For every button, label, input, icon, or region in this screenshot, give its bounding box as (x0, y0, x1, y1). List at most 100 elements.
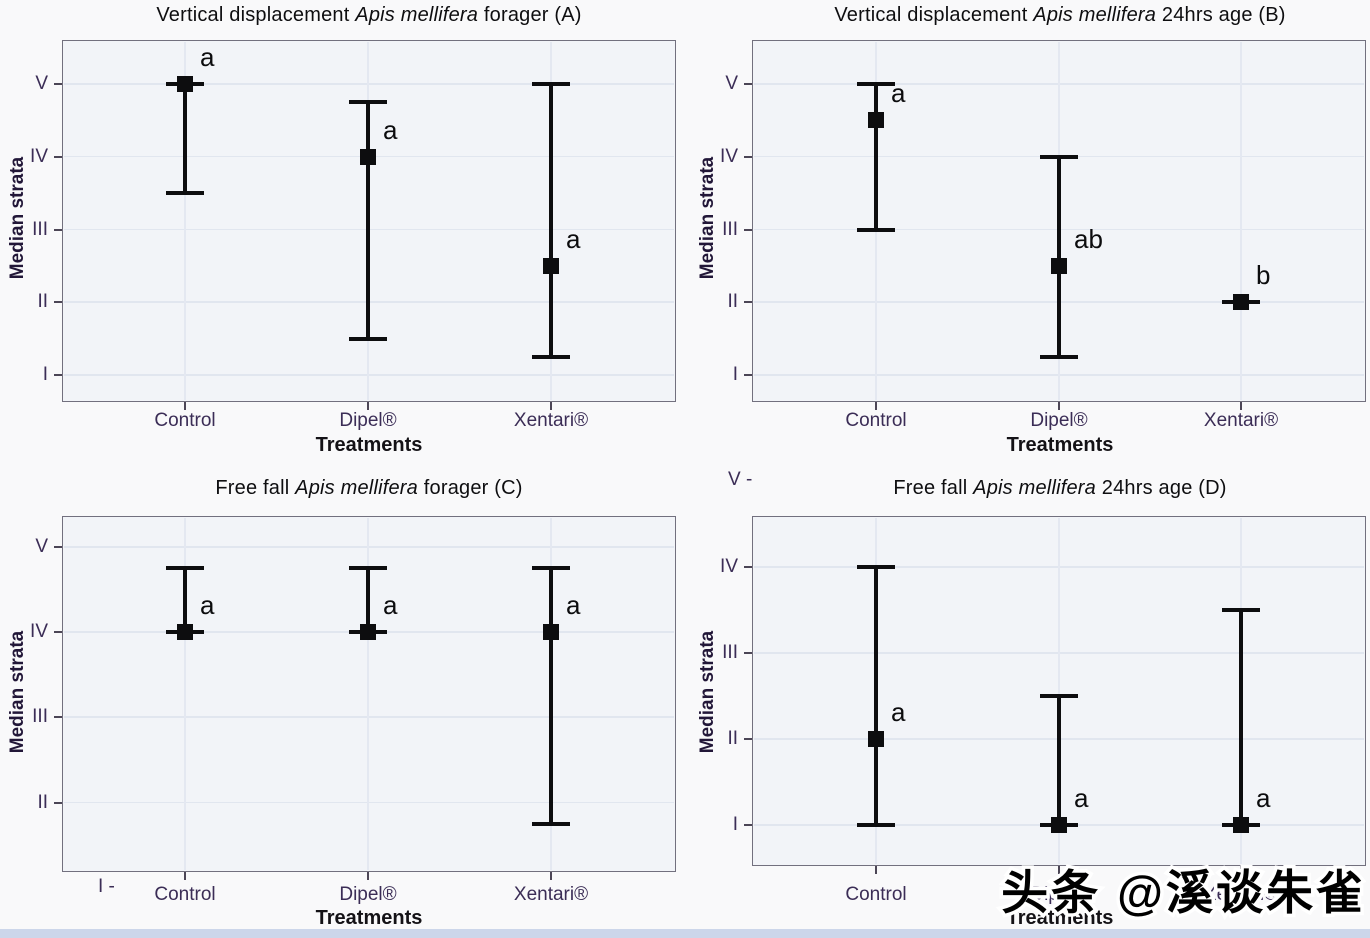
x-tick-mark (1058, 402, 1060, 410)
panel-c-title: Free fall Apis mellifera forager (C) (29, 477, 709, 500)
panel-d-whisker-cap-high (1222, 608, 1260, 612)
panel-c-whisker-cap-high (532, 566, 570, 571)
panel-c-median-point (177, 624, 193, 641)
y-tick-label: V (35, 536, 48, 557)
panel-b-error-bar (1057, 156, 1061, 357)
panel-c-title-post: forager (C) (418, 477, 523, 499)
panel-d-median-point (1233, 817, 1249, 833)
panel-d-sig-letter: a (891, 697, 906, 727)
panel-a-whisker-cap-high (532, 82, 570, 86)
panel-c-y-axis-title: Median strata (7, 630, 28, 754)
y-tick-mark (744, 301, 752, 304)
panel-b-title: Vertical displacement Apis mellifera 24h… (720, 4, 1370, 27)
y-tick-mark (54, 301, 62, 304)
x-tick-label: Xentari® (1203, 410, 1279, 431)
panel-c-whisker-cap-high (349, 566, 387, 571)
panel-d-sig-letter: a (1256, 783, 1271, 813)
x-tick-mark (184, 872, 186, 880)
y-tick-label: III (722, 218, 738, 240)
y-tick-label: III (32, 706, 48, 728)
y-tick-mark (54, 155, 62, 158)
y-tick-mark (54, 546, 62, 548)
gridline-horizontal (64, 716, 674, 718)
panel-c-x-axis-title: Treatments (315, 907, 423, 929)
panel-a-sig-letter: a (200, 42, 215, 72)
panel-d-y-axis-title: Median strata (697, 630, 718, 754)
panel-d-x-axis-title: Treatments (1006, 907, 1114, 929)
y-tick-mark (54, 83, 62, 85)
panel-c-sig-letter: a (383, 590, 398, 621)
panel-a-title-pre: Vertical displacement (156, 4, 356, 26)
panel-a-whisker-cap-low (532, 354, 570, 359)
gridline-vertical (184, 518, 186, 870)
x-tick-mark (184, 402, 186, 410)
gridline-vertical (1240, 42, 1242, 400)
y-tick-mark (54, 801, 62, 804)
panel-b-error-bar (874, 84, 878, 230)
y-tick-label: V (35, 73, 48, 94)
x-tick-label: Xentari® (1203, 884, 1279, 905)
panel-a-title-post: forager (A) (478, 4, 582, 26)
panel-d-title-pre: Free fall (893, 477, 974, 499)
x-tick-mark (1240, 866, 1242, 874)
panel-b-whisker-cap-low (1040, 354, 1078, 359)
y-tick-label: II (727, 291, 738, 313)
y-tick-label: III (722, 642, 738, 663)
panel-a-error-bar (549, 84, 553, 357)
panel-b-median-point (1051, 257, 1067, 274)
gridline-vertical (367, 518, 369, 870)
panel-a-whisker-cap-low (349, 336, 387, 341)
x-tick-label: Control (845, 884, 907, 905)
panel-d-sig-letter: a (1074, 783, 1089, 813)
panel-d-outside-tick-v: V - (728, 469, 753, 490)
panel-c-outside-tick-i: I - (98, 876, 115, 897)
y-tick-label: II (37, 791, 48, 813)
x-tick-mark (1240, 402, 1242, 410)
x-tick-label: Dipel® (339, 884, 397, 905)
panel-c-sig-letter: a (200, 590, 215, 621)
panel-a-error-bar (366, 102, 370, 339)
panel-c-error-bar (549, 568, 553, 824)
y-tick-mark (744, 566, 752, 568)
panel-c-title-species: Apis mellifera (295, 477, 418, 499)
gridline-horizontal (64, 83, 674, 85)
y-tick-label: I (732, 364, 738, 385)
panel-c-error-bar (183, 568, 187, 633)
panel-d-error-bar (874, 567, 878, 825)
x-tick-mark (367, 402, 369, 410)
x-tick-label: Dipel® (1030, 884, 1088, 905)
panel-b-whisker-cap-high (857, 82, 895, 86)
panel-d-title-species: Apis mellifera (973, 477, 1096, 499)
panel-d-error-bar (1239, 610, 1243, 825)
panel-c-title-pre: Free fall (215, 477, 296, 499)
x-tick-label: Dipel® (339, 410, 397, 431)
x-tick-label: Dipel® (1030, 410, 1088, 431)
y-tick-label: IV (30, 145, 48, 167)
panel-d-whisker-cap-high (1040, 694, 1078, 698)
panel-c-error-bar (366, 568, 370, 633)
y-tick-mark (54, 228, 62, 231)
y-tick-label: II (37, 291, 48, 313)
panel-d-error-bar (1057, 696, 1061, 825)
y-tick-label: II (727, 728, 738, 749)
y-tick-mark (54, 631, 62, 634)
y-tick-mark (744, 374, 752, 376)
panel-b-title-species: Apis mellifera (1033, 4, 1157, 26)
panel-c-median-point (543, 624, 559, 641)
panel-b-sig-letter: b (1256, 260, 1271, 291)
panel-d-whisker-cap-high (857, 565, 895, 569)
panel-b-sig-letter: ab (1074, 223, 1103, 254)
y-tick-mark (744, 228, 752, 231)
x-tick-mark (550, 872, 552, 880)
panel-b-title-pre: Vertical displacement (834, 4, 1034, 26)
y-tick-mark (744, 155, 752, 158)
y-tick-label: IV (720, 145, 738, 167)
x-tick-label: Xentari® (513, 410, 589, 431)
x-tick-mark (875, 866, 877, 874)
panel-d-title-post: 24hrs age (D) (1096, 477, 1227, 499)
x-tick-mark (367, 872, 369, 880)
panel-d-whisker-cap-low (857, 823, 895, 827)
gridline-horizontal (64, 374, 674, 376)
y-tick-mark (744, 738, 752, 740)
